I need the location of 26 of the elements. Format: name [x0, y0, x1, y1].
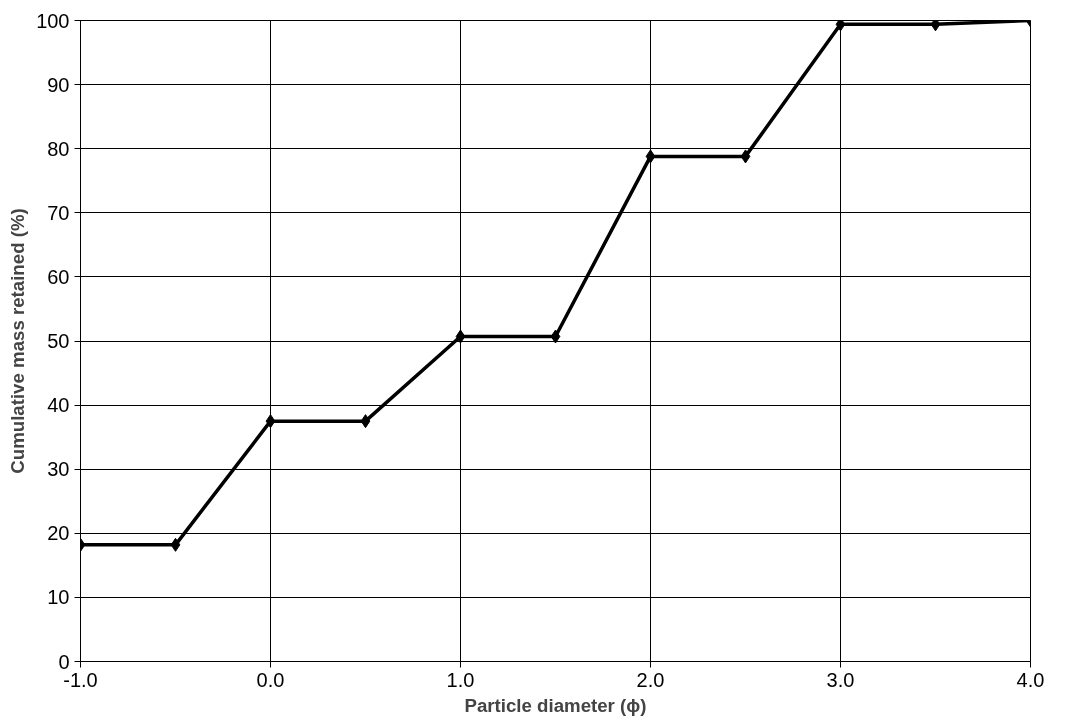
point — [455, 329, 466, 344]
y-tick-label: 40 — [47, 394, 70, 417]
y-tick-label: 70 — [47, 201, 70, 224]
y-tick-label: 10 — [47, 586, 70, 609]
y-tick-label: 20 — [47, 522, 70, 545]
x-tick-label: 3.0 — [826, 668, 855, 691]
point — [740, 149, 751, 164]
y-tick-label: 30 — [47, 458, 70, 481]
point — [170, 537, 181, 552]
x-tick-label: 4.0 — [1016, 668, 1045, 691]
point — [360, 414, 371, 429]
x-tick-label: 2.0 — [636, 668, 665, 691]
x-axis-title: Particle diameter (ϕ) — [464, 694, 647, 716]
point — [835, 20, 846, 32]
y-tick-label: 90 — [47, 73, 70, 96]
y-tick-label: 80 — [47, 137, 70, 160]
x-tick-label: 1.0 — [446, 668, 475, 691]
point — [645, 149, 656, 164]
point — [550, 329, 561, 344]
y-tick-label: 50 — [47, 330, 70, 352]
point — [265, 414, 276, 429]
y-axis-title: Cumulative mass retained (%) — [7, 208, 29, 474]
y-tick-label: 60 — [47, 265, 70, 288]
point — [930, 20, 941, 32]
y-tick-label: 100 — [36, 9, 70, 32]
x-tick-label: 0.0 — [256, 668, 285, 691]
